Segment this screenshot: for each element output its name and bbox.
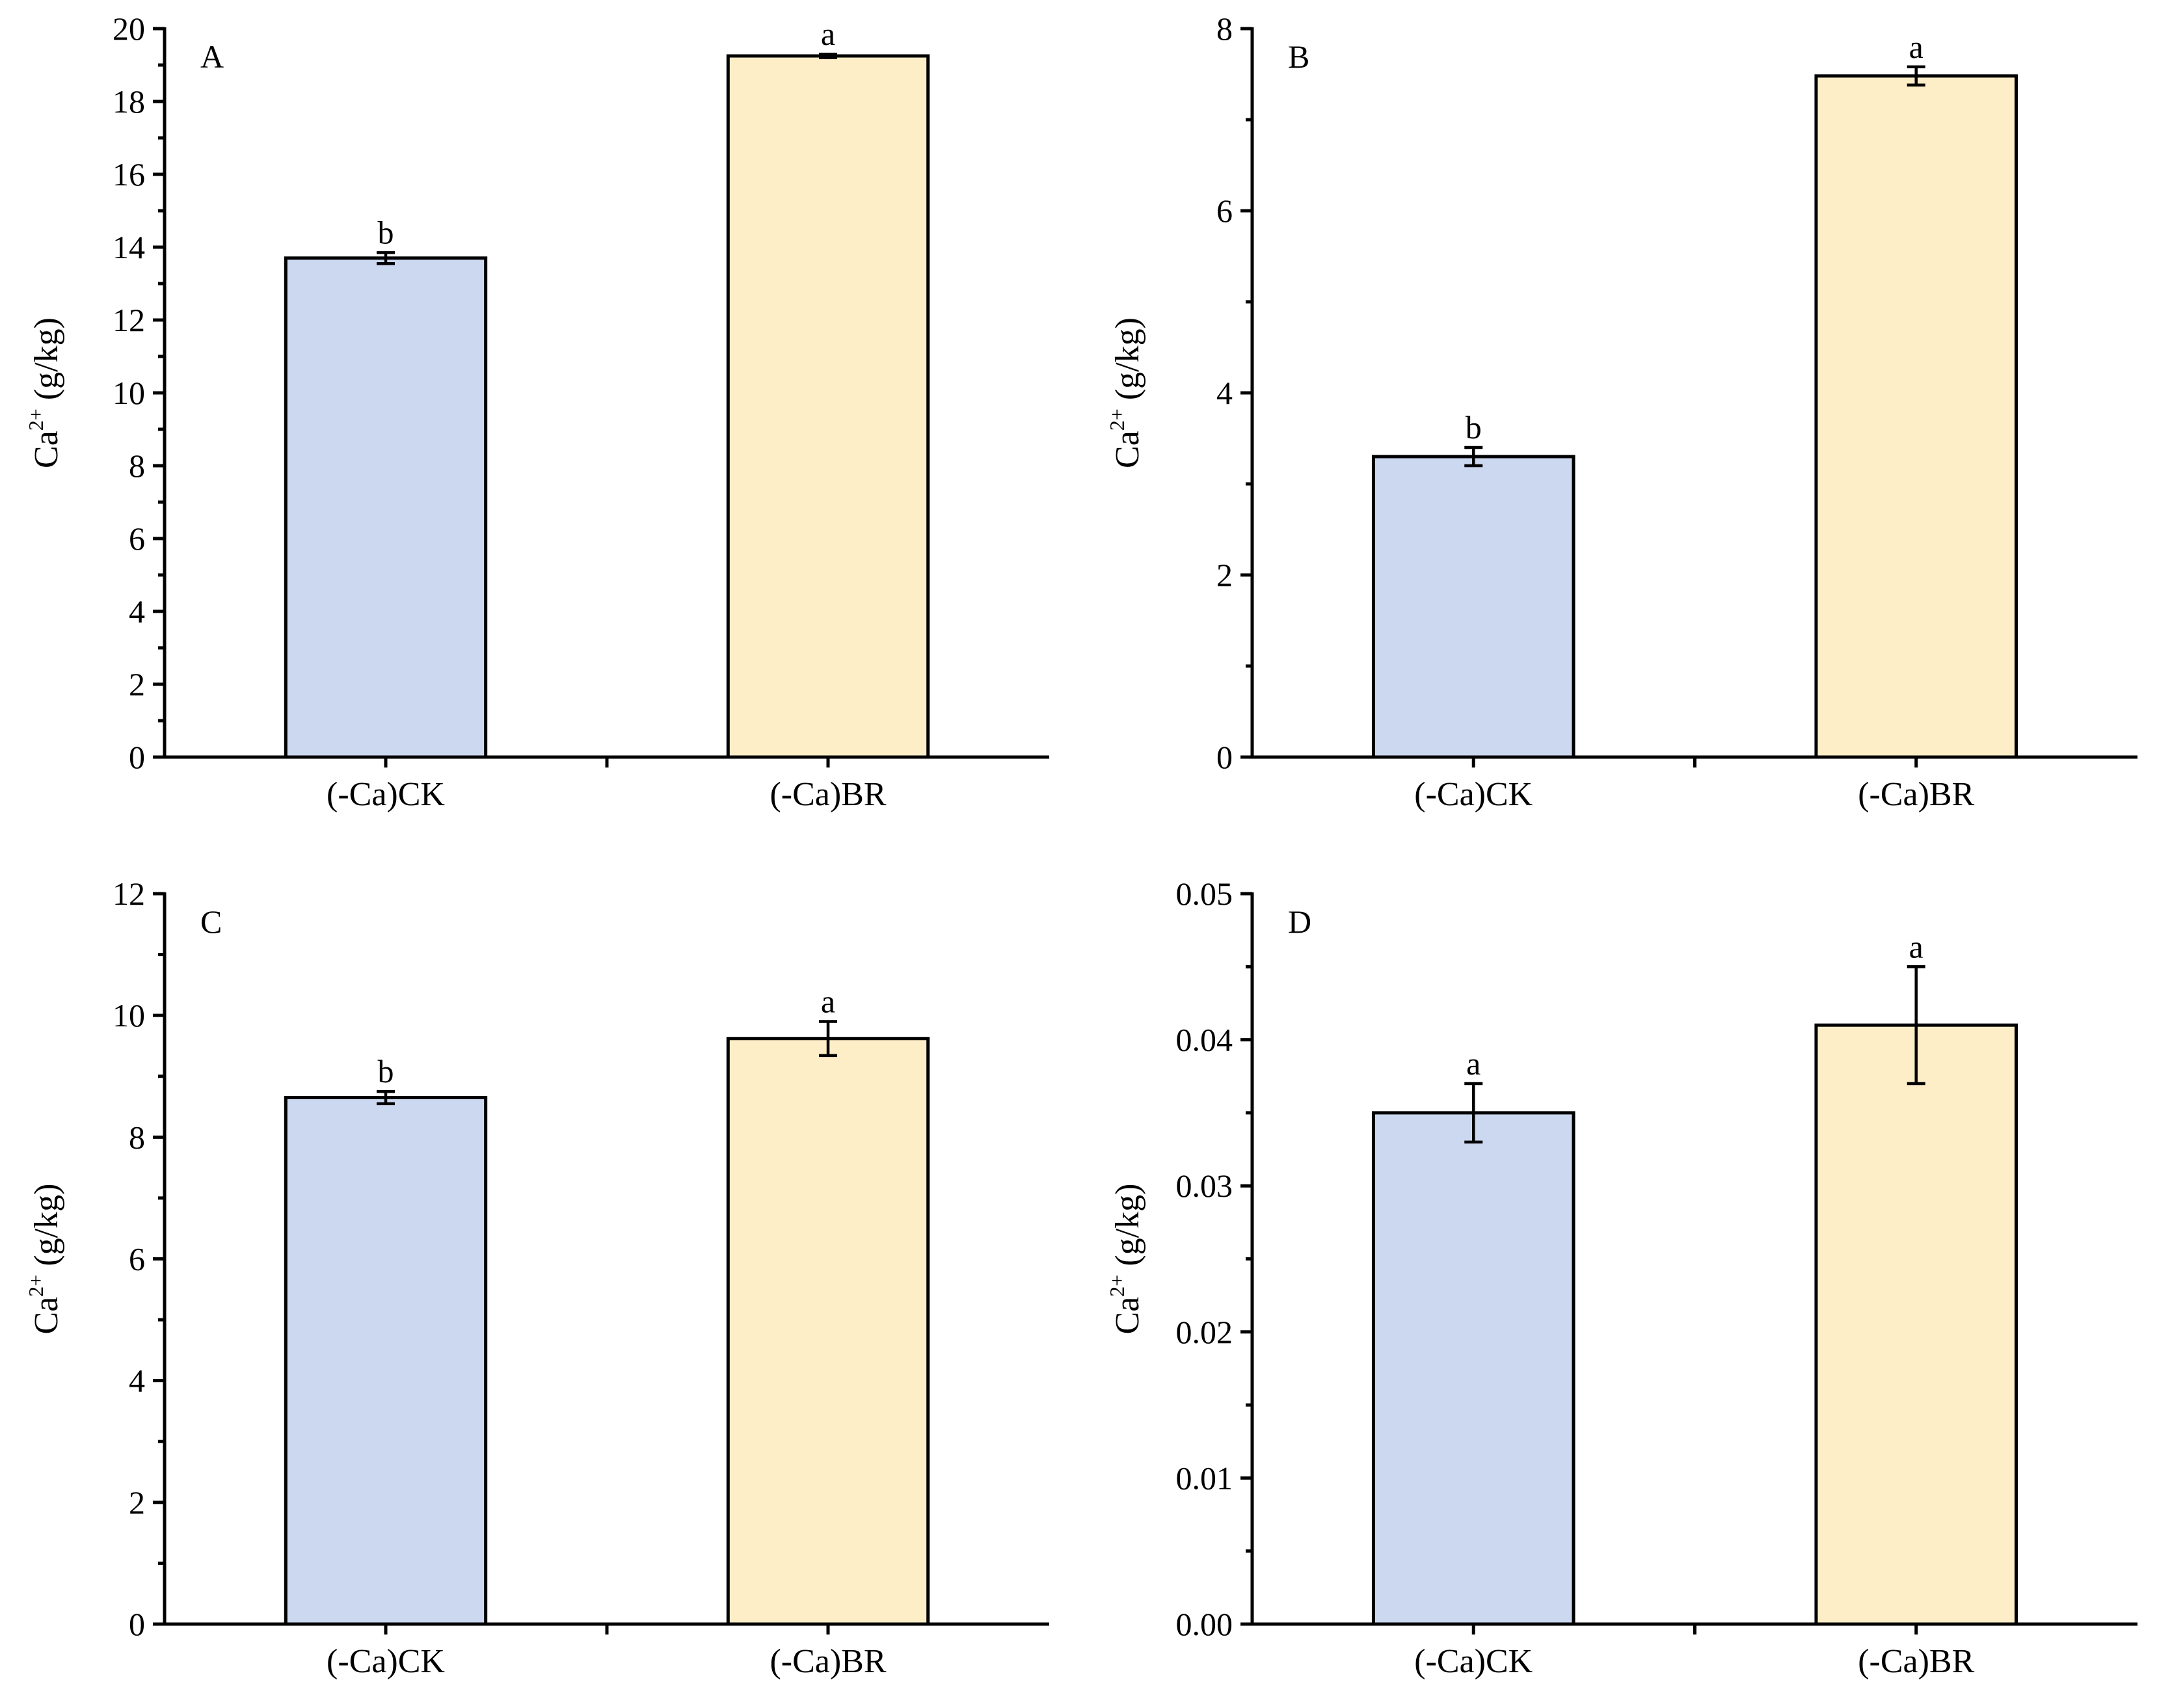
panel-d-significance-0: a <box>1466 1045 1480 1082</box>
panel-d-ytick-label-2: 0.02 <box>1176 1314 1233 1350</box>
panel-d-y-axis-title-base: Ca <box>1109 1297 1146 1335</box>
panel-c-y-axis-title: Ca2+ (g/kg) <box>24 1184 65 1335</box>
panel-b-y-axis-title-base: Ca <box>1109 431 1146 468</box>
panel-b-label: B <box>1288 38 1309 75</box>
panel-c-y-axis-title-sup: 2+ <box>24 1275 47 1297</box>
panel-a-ytick-label-6: 12 <box>113 302 145 338</box>
panel-a-ytick-label-1: 2 <box>129 666 145 702</box>
panel-a-category-label-0: (-Ca)CK <box>327 776 445 813</box>
panel-a-y-axis-title-sup: 2+ <box>24 408 47 431</box>
panel-d-significance-1: a <box>1909 928 1923 965</box>
panel-a-bar-ck <box>284 256 488 759</box>
panel-b-ytick-label-3: 6 <box>1216 193 1233 229</box>
panel-b-ytick-label-2: 4 <box>1216 375 1233 411</box>
panel-c-significance-1: a <box>821 983 835 1020</box>
panel-b-significance-1: a <box>1909 29 1923 65</box>
panel-d-y-axis-title-unit: (g/kg) <box>1109 1184 1146 1275</box>
panel-c-ytick-label-4: 8 <box>129 1119 145 1155</box>
panel-c-y-axis-title-base: Ca <box>28 1297 65 1335</box>
panel-a-ytick-label-4: 8 <box>129 447 145 484</box>
panel-a-y-axis-title: Ca2+ (g/kg) <box>24 317 65 468</box>
panel-c-category-label-0: (-Ca)CK <box>327 1643 445 1680</box>
panel-d-y-axis-title-sup: 2+ <box>1105 1275 1129 1297</box>
panel-a-ytick-label-7: 14 <box>113 229 145 265</box>
panel-b-significance-0: b <box>1466 409 1482 446</box>
panel-d-y-axis-title: Ca2+ (g/kg) <box>1105 1184 1146 1335</box>
panel-c-bar-ck <box>284 1096 488 1626</box>
panel-d-ytick-label-5: 0.05 <box>1176 875 1233 912</box>
panel-c-label: C <box>200 903 222 940</box>
panel-a-significance-1: a <box>821 16 835 52</box>
panel-a-ytick-label-2: 4 <box>129 593 145 630</box>
panel-a-label: A <box>200 38 224 75</box>
panel-b-y-axis-title-unit: (g/kg) <box>1109 317 1146 408</box>
panel-c-y-axis-title-unit: (g/kg) <box>28 1184 65 1275</box>
panel-d-category-label-1: (-Ca)BR <box>1858 1643 1974 1680</box>
panel-c-bar-br <box>726 1037 930 1626</box>
panel-a-ytick-label-5: 10 <box>113 375 145 411</box>
panel-a-significance-0: b <box>378 214 394 250</box>
panel-d-ytick-label-3: 0.03 <box>1176 1168 1233 1204</box>
panel-a-ytick-label-8: 16 <box>113 156 145 193</box>
panel-b-ytick-label-0: 0 <box>1216 739 1233 775</box>
panel-b-category-label-1: (-Ca)BR <box>1858 776 1974 813</box>
panel-c-ytick-label-0: 0 <box>129 1606 145 1642</box>
panel-a-ytick-label-9: 18 <box>113 83 145 120</box>
panel-b-bar-ck <box>1371 455 1575 759</box>
panel-a-category-label-1: (-Ca)BR <box>770 776 886 813</box>
panel-d-bar-ck <box>1371 1111 1575 1626</box>
panel-d-ytick-label-0: 0.00 <box>1176 1606 1233 1642</box>
panel-a-y-axis-title-unit: (g/kg) <box>28 317 65 408</box>
panel-c-ytick-label-5: 10 <box>113 997 145 1034</box>
panel-d-label: D <box>1288 903 1311 940</box>
panel-b-y-axis-title: Ca2+ (g/kg) <box>1105 317 1146 468</box>
panel-c-ytick-label-6: 12 <box>113 875 145 912</box>
panel-d-category-label-0: (-Ca)CK <box>1414 1643 1533 1680</box>
panel-d-ytick-label-1: 0.01 <box>1176 1460 1233 1496</box>
panel-c-ytick-label-1: 2 <box>129 1484 145 1521</box>
panel-c-ytick-label-3: 6 <box>129 1241 145 1277</box>
panel-a-bar-br <box>726 54 930 759</box>
panel-c-significance-0: b <box>378 1053 394 1089</box>
panel-b-y-axis-title-sup: 2+ <box>1105 408 1129 431</box>
panel-a-ytick-label-3: 6 <box>129 520 145 557</box>
panel-a-y-axis-title-base: Ca <box>28 431 65 468</box>
panel-b-category-label-0: (-Ca)CK <box>1414 776 1533 813</box>
panel-a-ytick-label-0: 0 <box>129 739 145 775</box>
panel-d-bar-br <box>1814 1023 2018 1626</box>
panel-b-bar-br <box>1814 74 2018 759</box>
panel-c-category-label-1: (-Ca)BR <box>770 1643 886 1680</box>
panel-b-ytick-label-1: 2 <box>1216 557 1233 593</box>
panel-a-ytick-label-10: 20 <box>113 10 145 47</box>
panel-c-ytick-label-2: 4 <box>129 1363 145 1399</box>
panel-d-ytick-label-4: 0.04 <box>1176 1022 1233 1058</box>
panel-b-ytick-label-4: 8 <box>1216 10 1233 47</box>
